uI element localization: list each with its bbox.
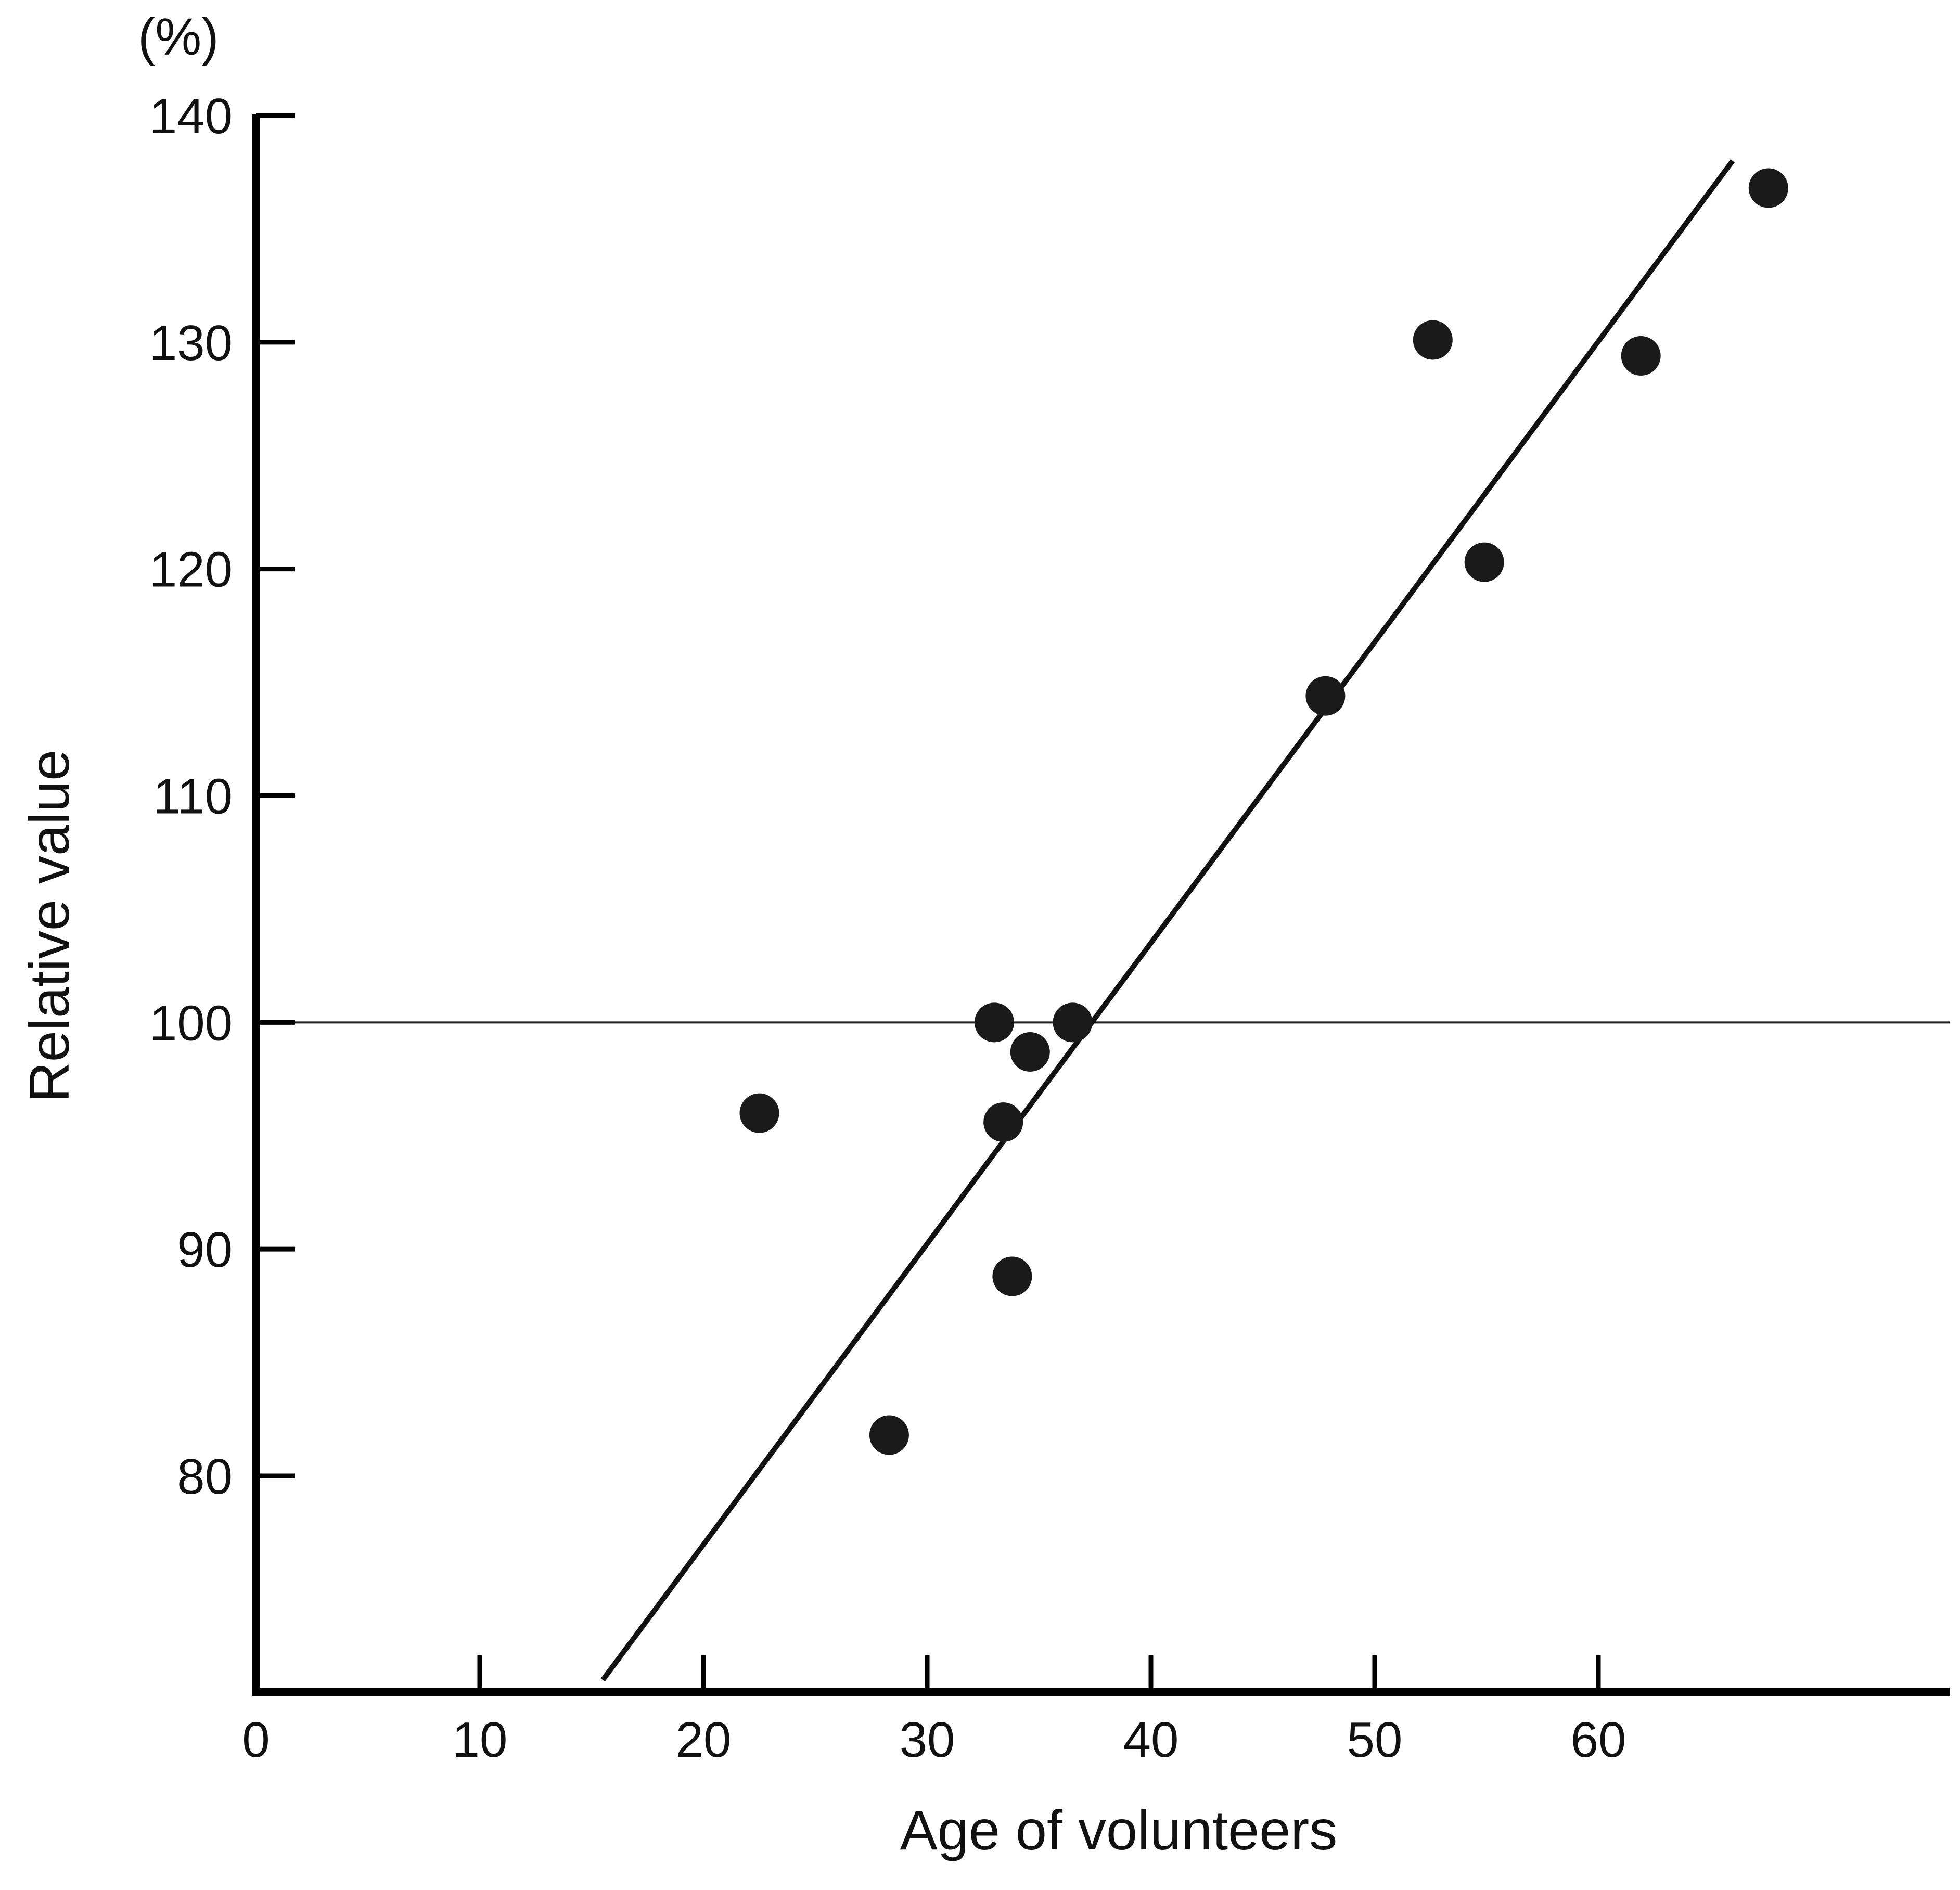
x-tick-label-20: 20: [676, 1712, 732, 1768]
x-tick-label-0: 0: [242, 1712, 270, 1768]
axes-layer: [252, 114, 1950, 1696]
points-layer: [739, 168, 1788, 1455]
trend-line: [600, 159, 1735, 1682]
data-point-11: [1621, 336, 1661, 376]
y-unit-label: (%): [138, 8, 219, 66]
y-tick-label-100: 100: [149, 995, 233, 1051]
y-tick-label-120: 120: [149, 542, 233, 598]
y-tick-label-90: 90: [177, 1222, 233, 1278]
y-tick-label-110: 110: [153, 769, 233, 825]
y-tick-label-140: 140: [149, 88, 233, 144]
trend-line-layer: [600, 159, 1735, 1682]
data-point-10: [1464, 542, 1504, 582]
x-tick-label-40: 40: [1123, 1712, 1179, 1768]
x-tick-label-10: 10: [452, 1712, 508, 1768]
y-axis-title: Relative value: [18, 750, 81, 1102]
data-point-9: [1413, 320, 1453, 360]
x-tick-label-30: 30: [900, 1712, 955, 1768]
data-point-12: [1748, 168, 1788, 208]
data-point-7: [1053, 1002, 1093, 1043]
x-tick-label-60: 60: [1571, 1712, 1626, 1768]
x-axis-title: Age of volunteers: [900, 1798, 1338, 1861]
data-point-3: [975, 1002, 1014, 1043]
y-tick-label-80: 80: [177, 1449, 233, 1505]
data-point-6: [1010, 1032, 1050, 1072]
data-point-5: [992, 1256, 1032, 1296]
data-point-4: [983, 1102, 1023, 1142]
y-tick-label-130: 130: [149, 315, 233, 371]
data-point-2: [869, 1415, 909, 1455]
ticks-layer: 80 90 100 110 120 130 140 0 10 20 30 40 50 60: [149, 88, 1626, 1768]
data-point-1: [739, 1093, 779, 1133]
x-tick-label-50: 50: [1347, 1712, 1403, 1768]
data-point-8: [1305, 676, 1346, 716]
